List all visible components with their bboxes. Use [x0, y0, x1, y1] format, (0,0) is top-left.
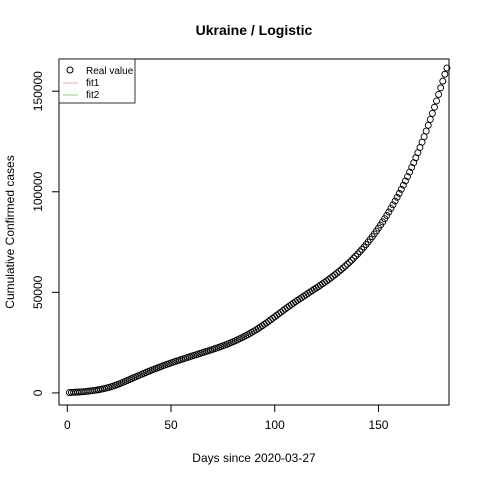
legend-label-fit1: fit1 — [86, 78, 100, 89]
data-point — [356, 248, 364, 256]
data-point — [397, 185, 405, 193]
y-axis: 0 50000 100000 150000 — [31, 71, 60, 396]
x-axis: 0 50 100 150 — [64, 404, 389, 432]
x-tick-label: 150 — [368, 418, 388, 432]
data-point — [358, 245, 366, 253]
data-point — [335, 267, 343, 275]
data-point — [439, 77, 447, 85]
data-point — [404, 173, 411, 181]
legend: Real value fit1 fit2 — [58, 58, 136, 104]
legend-circle-marker — [66, 66, 74, 74]
data-point — [292, 298, 299, 306]
legend-box — [58, 58, 136, 104]
data-point — [354, 250, 362, 258]
data-point — [294, 296, 302, 304]
data-point — [385, 208, 393, 216]
data-point — [260, 320, 268, 328]
data-point — [401, 177, 409, 185]
data-point — [339, 264, 347, 272]
data-point — [431, 103, 438, 111]
data-point — [391, 197, 399, 205]
data-point — [437, 84, 445, 92]
data-point — [389, 201, 397, 209]
data-point — [420, 133, 428, 141]
data-point — [329, 272, 337, 280]
data-point — [387, 205, 395, 212]
x-tick-label: 100 — [265, 418, 285, 432]
chart-title: Ukraine / Logistic — [196, 22, 313, 38]
legend-label-real-value: Real value — [86, 66, 134, 77]
data-point — [289, 299, 297, 307]
data-point — [433, 97, 440, 105]
data-point — [422, 127, 430, 135]
y-tick-label: 100000 — [31, 171, 45, 211]
data-point — [435, 91, 443, 98]
data-point — [428, 109, 436, 117]
data-point — [345, 258, 353, 266]
y-axis-label: Cumulative Confirmed cases — [3, 155, 17, 308]
data-point — [350, 254, 358, 262]
data-point — [333, 269, 341, 277]
data-point — [406, 168, 414, 176]
x-axis-label: Days since 2020-03-27 — [192, 451, 316, 465]
data-point — [319, 280, 326, 288]
data-point — [426, 115, 434, 123]
data-points — [65, 64, 451, 396]
y-tick-label: 50000 — [31, 275, 45, 309]
y-tick-label: 150000 — [31, 71, 45, 111]
data-point — [424, 121, 432, 129]
data-point — [348, 256, 355, 264]
data-point — [395, 189, 403, 197]
data-point — [393, 193, 401, 201]
plot-frame — [58, 58, 450, 406]
data-point — [352, 252, 360, 260]
data-point — [321, 278, 328, 286]
data-point — [383, 211, 391, 219]
data-point — [343, 260, 351, 268]
data-point — [331, 271, 339, 279]
data-point — [341, 262, 349, 270]
data-point — [441, 70, 449, 78]
data-point — [337, 266, 345, 274]
data-point — [443, 64, 451, 72]
data-point — [287, 301, 295, 309]
data-point — [399, 181, 407, 189]
y-tick-label: 0 — [31, 389, 45, 396]
x-tick-label: 0 — [64, 418, 71, 432]
legend-label-fit2: fit2 — [86, 90, 100, 101]
x-tick-label: 50 — [164, 418, 178, 432]
